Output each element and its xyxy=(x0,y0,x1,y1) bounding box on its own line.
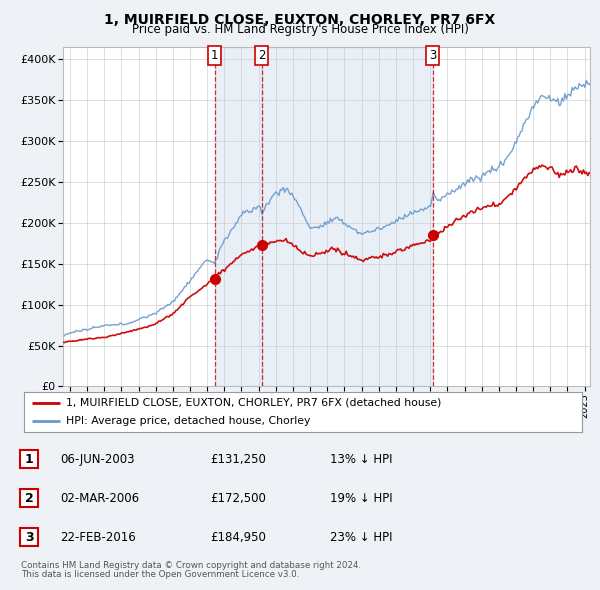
Text: 02-MAR-2006: 02-MAR-2006 xyxy=(60,491,139,504)
Text: 06-JUN-2003: 06-JUN-2003 xyxy=(60,453,134,466)
Text: 1: 1 xyxy=(211,49,218,62)
Text: 2: 2 xyxy=(25,491,34,504)
Text: This data is licensed under the Open Government Licence v3.0.: This data is licensed under the Open Gov… xyxy=(21,570,299,579)
Text: HPI: Average price, detached house, Chorley: HPI: Average price, detached house, Chor… xyxy=(66,416,310,426)
Text: 3: 3 xyxy=(25,530,34,543)
Text: 3: 3 xyxy=(429,49,436,62)
Text: 22-FEB-2016: 22-FEB-2016 xyxy=(60,530,136,543)
Text: 13% ↓ HPI: 13% ↓ HPI xyxy=(330,453,392,466)
Bar xyxy=(215,47,262,386)
Text: 23% ↓ HPI: 23% ↓ HPI xyxy=(330,530,392,543)
Bar xyxy=(20,489,38,507)
Text: 1, MUIRFIELD CLOSE, EUXTON, CHORLEY, PR7 6FX: 1, MUIRFIELD CLOSE, EUXTON, CHORLEY, PR7… xyxy=(104,13,496,27)
Text: 1, MUIRFIELD CLOSE, EUXTON, CHORLEY, PR7 6FX (detached house): 1, MUIRFIELD CLOSE, EUXTON, CHORLEY, PR7… xyxy=(66,398,441,408)
Text: 2: 2 xyxy=(258,49,265,62)
Text: Contains HM Land Registry data © Crown copyright and database right 2024.: Contains HM Land Registry data © Crown c… xyxy=(21,560,361,569)
Text: £172,500: £172,500 xyxy=(210,491,266,504)
Text: 19% ↓ HPI: 19% ↓ HPI xyxy=(330,491,392,504)
Bar xyxy=(262,47,433,386)
Text: £131,250: £131,250 xyxy=(210,453,266,466)
Bar xyxy=(20,528,38,546)
Bar xyxy=(20,450,38,468)
Text: 1: 1 xyxy=(25,453,34,466)
Text: Price paid vs. HM Land Registry's House Price Index (HPI): Price paid vs. HM Land Registry's House … xyxy=(131,23,469,36)
Text: £184,950: £184,950 xyxy=(210,530,266,543)
